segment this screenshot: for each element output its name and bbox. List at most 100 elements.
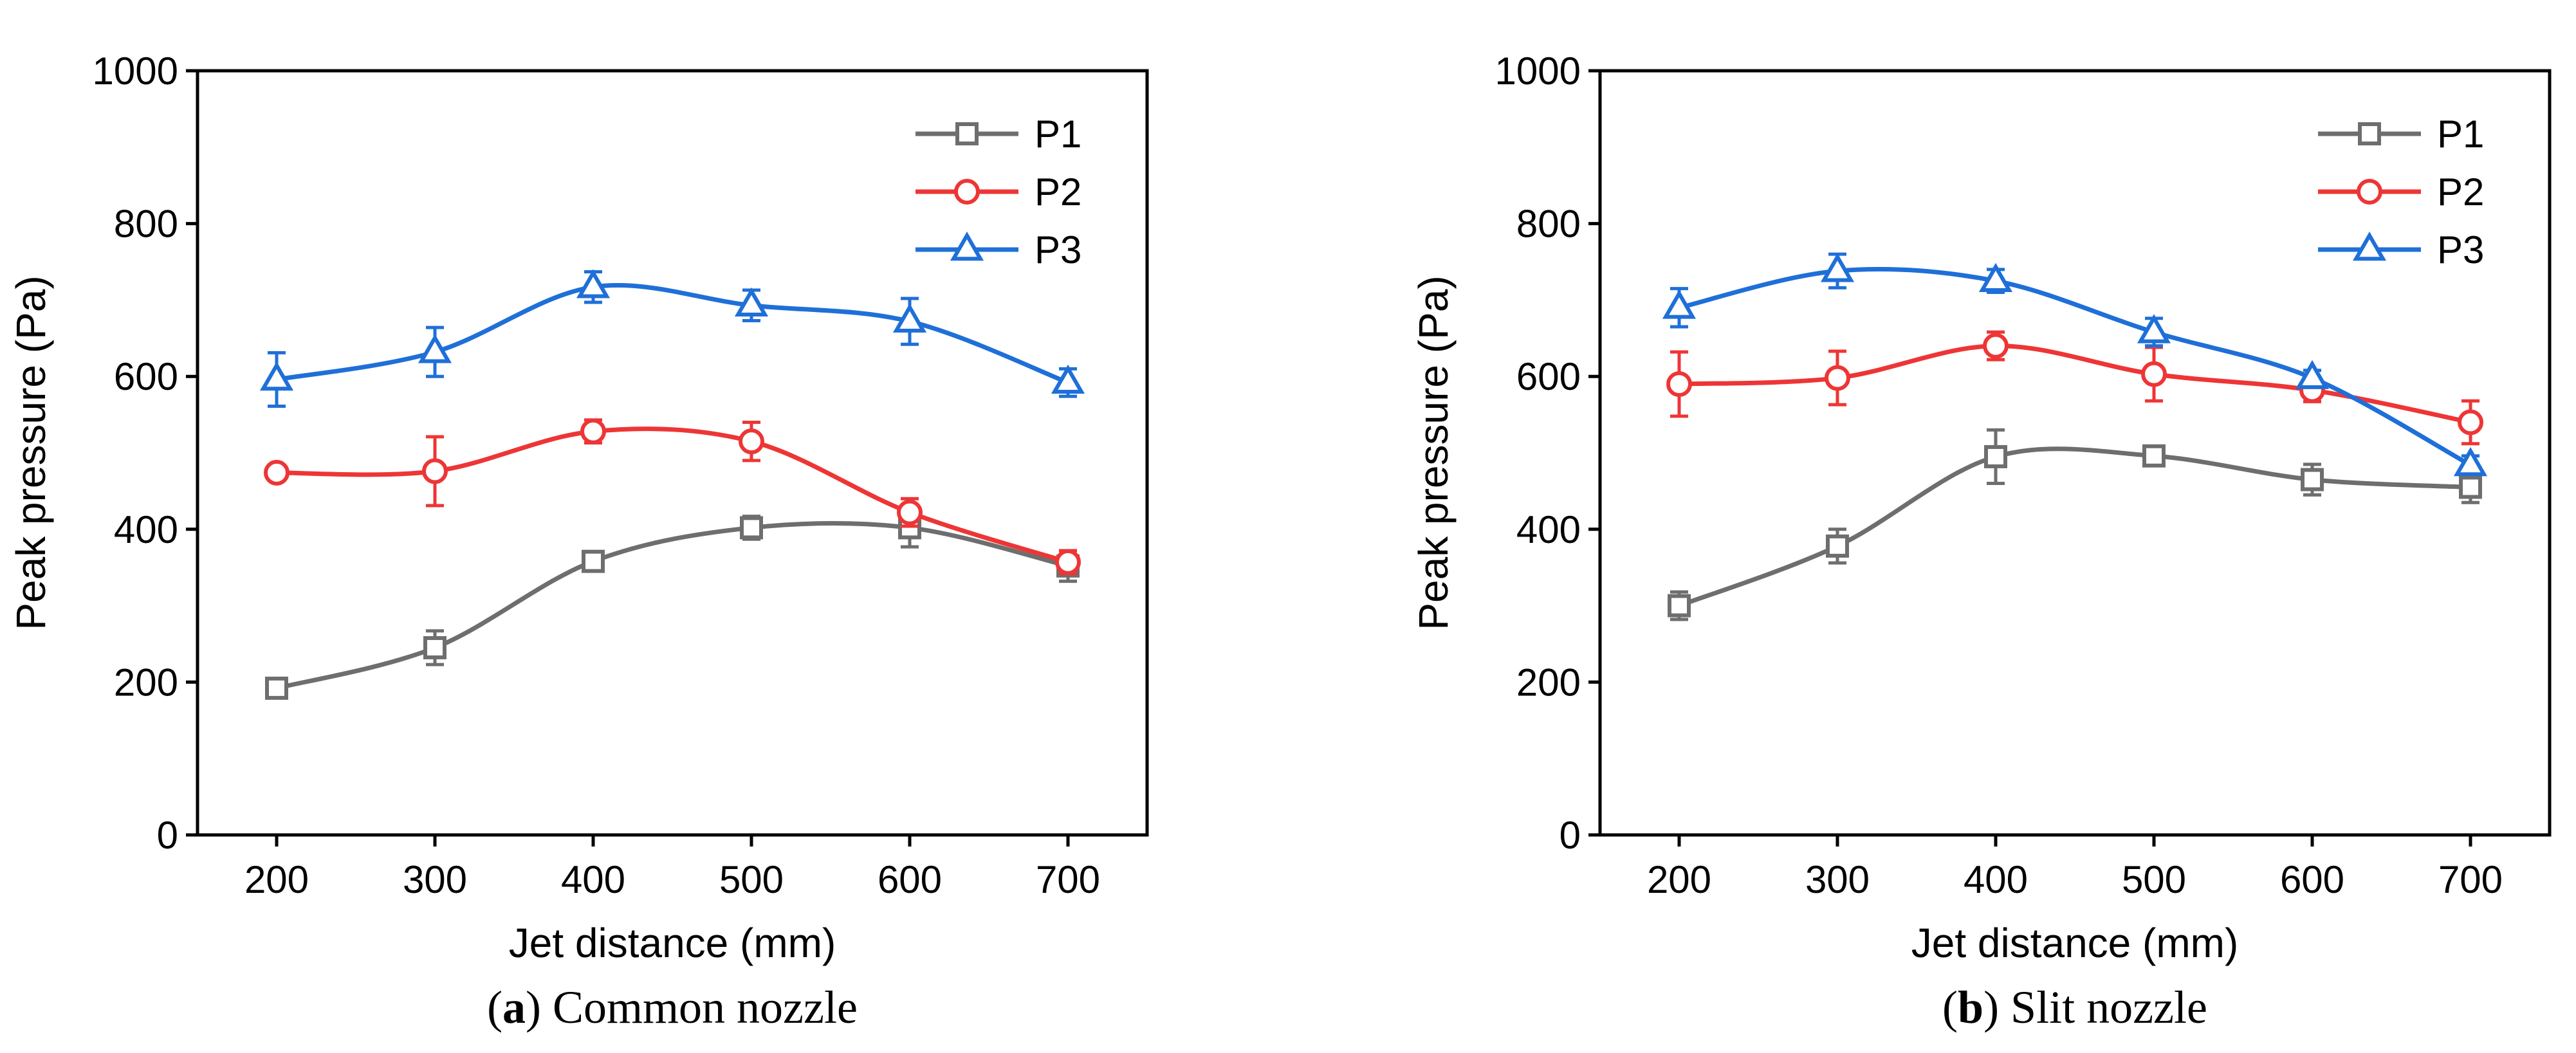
data-point-p3 [2453,446,2488,477]
data-point-p1 [740,516,763,540]
y-tick-label: 0 [1559,814,1581,857]
y-axis-label: Peak pressure (Pa) [1410,275,1457,630]
legend-label: P1 [2437,113,2484,156]
legend-label: P3 [2437,228,2484,271]
y-tick-label: 1000 [93,50,178,93]
legend-marker [2357,179,2382,205]
data-point-p2 [580,418,606,444]
legend-item-p3: P3 [2318,228,2484,271]
y-tick-label: 400 [1516,508,1581,551]
data-point-p1 [2459,475,2482,499]
data-point-p3 [259,361,294,391]
legend-item-p1: P1 [915,113,1081,156]
y-tick-label: 200 [114,661,178,704]
data-point-p2 [1825,365,1850,391]
y-tick-label: 800 [114,203,178,246]
legend: P1 P2 P3 [915,113,1081,271]
x-axis-label: Jet distance (mm) [1911,920,2239,966]
data-point-p3 [734,287,769,317]
legend-item-p2: P2 [2318,170,2484,214]
series-p1 [265,507,1080,700]
y-tick-label: 0 [157,814,178,857]
data-point-p3 [2137,314,2171,343]
legend-label: P2 [1035,170,1081,214]
panel-caption: (a) Common nozzle [487,982,858,1033]
x-tick-label: 300 [403,858,467,901]
legend-marker [2358,122,2381,145]
x-tick-label: 200 [1647,858,1711,901]
x-tick-label: 600 [2280,858,2344,901]
y-tick-label: 200 [1516,661,1581,704]
data-point-p3 [1662,289,1697,319]
x-tick-label: 500 [2122,858,2186,901]
data-point-p3 [892,303,927,333]
series-line-p2 [274,426,1071,565]
y-tick-label: 800 [1516,203,1581,246]
legend-label: P1 [1035,113,1081,156]
x-tick-label: 700 [2438,858,2503,901]
x-tick-label: 600 [878,858,942,901]
data-point-p1 [2142,444,2166,468]
series-line-p3 [274,283,1071,385]
data-point-p1 [265,676,288,700]
series-p1 [1668,428,2482,621]
series-line-p1 [1677,446,2473,609]
x-tick-label: 300 [1805,858,1870,901]
legend-marker [955,122,979,145]
series-line-p1 [274,520,1071,691]
data-point-p3 [1820,253,1855,282]
legend-marker [954,179,980,205]
y-tick-label: 400 [114,508,178,551]
y-tick-label: 600 [114,355,178,398]
plot-frame [196,69,1149,837]
data-point-p3 [1978,262,2013,292]
panel-caption: (b) Slit nozzle [1942,982,2207,1033]
data-point-p1 [582,549,605,573]
y-axis-label: Peak pressure (Pa) [8,275,54,630]
y-tick-label: 600 [1516,355,1581,398]
data-point-p2 [739,428,764,455]
data-point-p2 [1983,333,2009,359]
legend-marker [2352,231,2387,261]
x-axis-label: Jet distance (mm) [509,920,836,966]
data-point-p2 [422,458,448,484]
data-point-p2 [897,499,923,526]
legend-marker [950,231,984,261]
data-point-p1 [423,636,446,659]
x-tick-label: 400 [1964,858,2028,901]
legend-item-p2: P2 [915,170,1081,214]
chart-panel-b: 0 200 400 600 800 1000 200 300 400 500 600 700 Jet d… [1410,50,2552,1033]
series-line-p2 [1677,343,2473,425]
series-p3 [1662,252,2488,477]
x-tick-label: 500 [719,858,784,901]
plot-frame [1598,69,2552,837]
x-tick-label: 700 [1036,858,1100,901]
data-point-p2 [2141,361,2167,387]
x-tick-label: 400 [561,858,625,901]
data-point-p1 [1984,444,2007,468]
data-point-p3 [576,269,611,298]
legend-item-p3: P3 [915,228,1081,271]
legend-label: P3 [1035,228,1081,271]
series-p2 [264,418,1081,576]
chart-panel-a: 0 200 400 600 800 1000 200 300 400 500 600 700 Jet d… [8,50,1149,1033]
y-tick-label: 1000 [1495,50,1581,93]
legend-item-p1: P1 [2318,113,2484,156]
legend-label: P2 [2437,170,2484,214]
data-point-p1 [2301,468,2324,491]
data-point-p2 [1666,371,1692,398]
data-point-p3 [1051,364,1085,394]
data-point-p3 [418,334,452,363]
data-point-p2 [264,459,290,486]
data-point-p2 [1055,549,1081,575]
series-p2 [1666,330,2483,446]
data-point-p2 [2458,409,2483,435]
series-line-p3 [1677,267,2473,468]
legend: P1 P2 P3 [2318,113,2484,271]
data-point-p1 [1668,594,1691,618]
x-tick-label: 200 [244,858,309,901]
data-point-p3 [2295,360,2330,389]
data-point-p1 [1826,534,1849,558]
series-p3 [259,269,1085,408]
